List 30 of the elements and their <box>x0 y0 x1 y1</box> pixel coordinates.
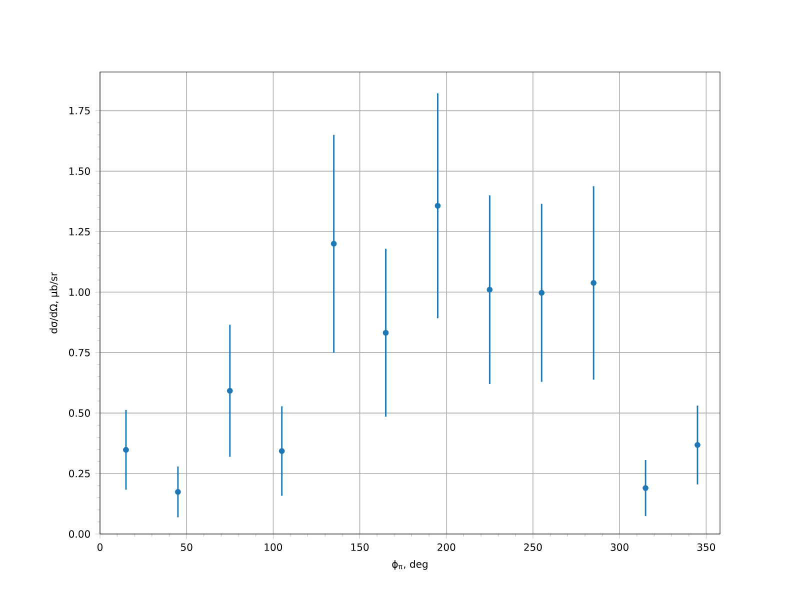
y-tick-label: 1.75 <box>69 106 90 114</box>
x-axis-title: ϕ$_{π}$, deg <box>392 560 428 570</box>
x-tick-label: 150 <box>351 543 369 551</box>
point <box>330 240 337 247</box>
point <box>434 202 441 209</box>
point <box>175 488 181 495</box>
point <box>486 286 493 293</box>
x-tick-label: 0 <box>97 543 103 551</box>
point <box>123 446 129 453</box>
y-tick-label: 1.50 <box>69 167 90 175</box>
x-tick-label: 300 <box>610 543 628 551</box>
point <box>642 485 648 491</box>
x-tick-label: 350 <box>697 543 716 551</box>
y-axis-title: dσ/dΩ, μb/sr <box>50 272 60 334</box>
point <box>538 290 545 296</box>
y-tick-label: 0.00 <box>69 530 90 538</box>
y-tick-label: 1.00 <box>69 288 90 296</box>
point <box>226 388 233 394</box>
point <box>590 280 597 286</box>
y-tick-label: 0.25 <box>69 470 90 478</box>
x-tick-label: 100 <box>264 543 282 551</box>
point <box>278 448 285 454</box>
point <box>382 330 389 336</box>
x-tick-label: 200 <box>438 543 456 551</box>
y-tick-label: 0.75 <box>69 348 90 356</box>
y-tick-label: 0.50 <box>69 409 90 417</box>
x-tick-label: 50 <box>181 543 192 551</box>
point <box>694 442 700 448</box>
y-tick-label: 1.25 <box>69 228 90 236</box>
x-tick-label: 250 <box>524 543 542 551</box>
